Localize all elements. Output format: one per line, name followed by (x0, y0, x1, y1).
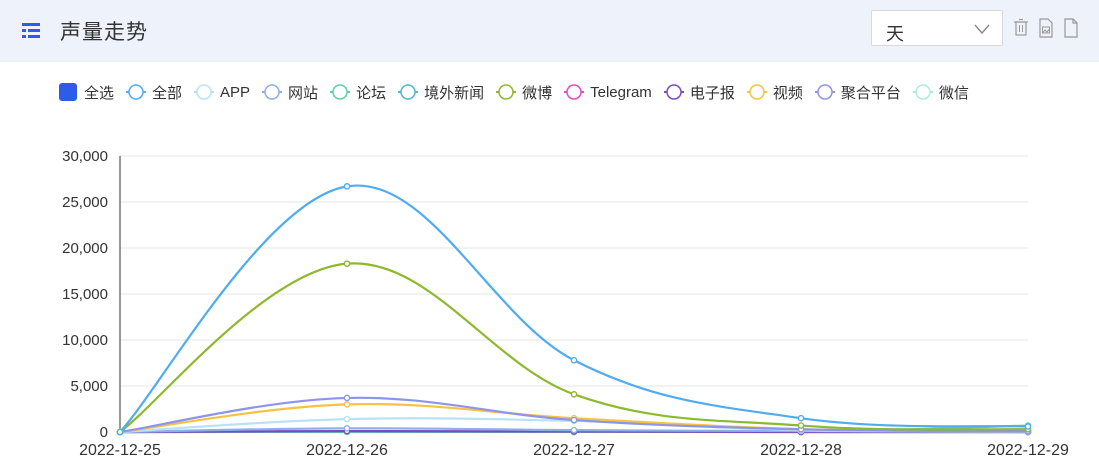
data-point (343, 394, 351, 402)
data-point (570, 356, 578, 364)
series-line (119, 262, 1029, 433)
data-point (570, 426, 578, 434)
y-tick-label: 0 (100, 424, 108, 441)
data-point (343, 415, 351, 423)
data-point (570, 416, 578, 424)
legend-label: 微博 (522, 84, 553, 102)
granularity-select-value: 天 (886, 24, 904, 44)
legend-label: 论坛 (356, 84, 387, 102)
legend-line-marker-icon (126, 84, 147, 100)
list-icon (22, 23, 40, 38)
legend-label: 全选 (84, 84, 115, 102)
y-tick-label: 15,000 (62, 286, 108, 303)
legend-item[interactable]: 微信 (912, 82, 969, 103)
legend-line-marker-icon (194, 84, 215, 100)
legend-item[interactable]: Telegram (564, 82, 652, 102)
legend-line-marker-icon (814, 84, 835, 100)
x-tick-label: 2022-12-29 (987, 442, 1069, 459)
legend-item[interactable]: 网站 (262, 82, 318, 103)
x-tick-label: 2022-12-25 (79, 442, 161, 459)
data-point (1024, 423, 1032, 430)
legend-line-marker-icon (746, 84, 767, 100)
x-tick-label: 2022-12-27 (533, 442, 615, 459)
legend-label: 网站 (288, 84, 319, 102)
line-chart: 0 5,000 10,000 15,000 20,000 25,000 30,000 2022… (62, 148, 1069, 459)
legend-item[interactable]: 全部 (126, 82, 182, 103)
y-tick-label: 10,000 (62, 332, 108, 349)
data-point (343, 425, 351, 432)
chevron-down-icon (974, 24, 990, 35)
data-point (343, 183, 351, 190)
data-point (343, 401, 351, 408)
data-point (116, 428, 124, 436)
image-export-icon[interactable] (1038, 18, 1054, 38)
legend-label: 电子报 (689, 84, 735, 102)
legend-label: 聚合平台 (840, 84, 901, 102)
legend-line-marker-icon (663, 84, 684, 100)
y-tick-label: 20,000 (62, 240, 108, 257)
chart-title: 声量走势 (60, 21, 148, 44)
legend-item[interactable]: APP (194, 82, 250, 102)
legend-line-marker-icon (398, 84, 419, 100)
legend-label: 微信 (938, 84, 969, 102)
y-tick-label: 5,000 (70, 378, 108, 395)
legend-label: APP (220, 83, 251, 101)
chart-header: 声量走势 天 (0, 0, 1099, 62)
data-point (797, 422, 805, 429)
data-point (343, 260, 351, 267)
x-tick-label: 2022-12-26 (306, 442, 388, 459)
y-tick-label: 30,000 (62, 148, 108, 165)
legend-label: 境外新闻 (424, 84, 485, 102)
data-point (797, 414, 805, 422)
legend-label: Telegram (590, 83, 652, 101)
legend-line-marker-icon (564, 84, 585, 100)
legend-line-marker-icon (330, 84, 351, 100)
legend-item[interactable]: 电子报 (663, 82, 735, 103)
y-tick-label: 25,000 (62, 194, 108, 211)
legend-item[interactable]: 境外新闻 (398, 82, 484, 103)
legend-item[interactable]: 全选 (58, 82, 114, 103)
legend-line-marker-icon (262, 84, 283, 100)
trash-icon[interactable] (1013, 18, 1029, 38)
legend-label: 全部 (152, 84, 183, 102)
checkbox-icon (59, 83, 77, 101)
legend-item[interactable]: 视频 (746, 82, 803, 103)
legend-line-marker-icon (912, 84, 933, 100)
data-point (570, 390, 578, 398)
series-line (119, 184, 1029, 433)
legend-item[interactable]: 聚合平台 (814, 82, 901, 103)
granularity-select[interactable]: 天 (871, 10, 1003, 46)
legend-item[interactable]: 论坛 (330, 82, 386, 103)
legend-line-marker-icon (496, 84, 517, 100)
legend-label: 视频 (772, 84, 803, 102)
legend-item[interactable]: 微博 (496, 82, 552, 103)
x-tick-label: 2022-12-28 (760, 442, 842, 459)
chart-legend: 全选 全部 APP 网站 论坛 境外新闻 微博 Telegram 电子报 视频 聚合平台 微信 (58, 80, 981, 104)
document-export-icon[interactable] (1063, 18, 1079, 38)
